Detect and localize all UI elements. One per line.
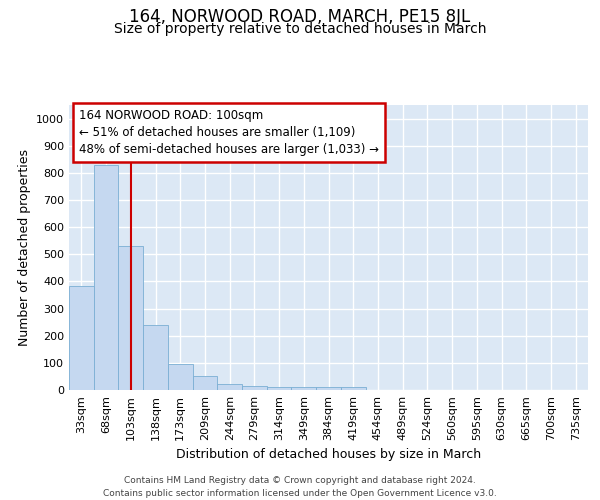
Bar [69, 286, 94, 390]
Bar [267, 388, 292, 390]
Text: 164, NORWOOD ROAD, MARCH, PE15 8JL: 164, NORWOOD ROAD, MARCH, PE15 8JL [130, 8, 470, 26]
Text: Contains public sector information licensed under the Open Government Licence v3: Contains public sector information licen… [103, 489, 497, 498]
Bar [292, 388, 316, 390]
Bar [118, 246, 143, 390]
Bar [94, 164, 118, 390]
Bar [217, 384, 242, 390]
Bar [242, 386, 267, 390]
Bar [168, 364, 193, 390]
Text: Size of property relative to detached houses in March: Size of property relative to detached ho… [114, 22, 486, 36]
Bar [316, 388, 341, 390]
Bar [143, 325, 168, 390]
Bar [193, 376, 217, 390]
X-axis label: Distribution of detached houses by size in March: Distribution of detached houses by size … [176, 448, 481, 462]
Text: 164 NORWOOD ROAD: 100sqm
← 51% of detached houses are smaller (1,109)
48% of sem: 164 NORWOOD ROAD: 100sqm ← 51% of detach… [79, 110, 379, 156]
Bar [341, 388, 365, 390]
Y-axis label: Number of detached properties: Number of detached properties [17, 149, 31, 346]
Text: Contains HM Land Registry data © Crown copyright and database right 2024.: Contains HM Land Registry data © Crown c… [124, 476, 476, 485]
